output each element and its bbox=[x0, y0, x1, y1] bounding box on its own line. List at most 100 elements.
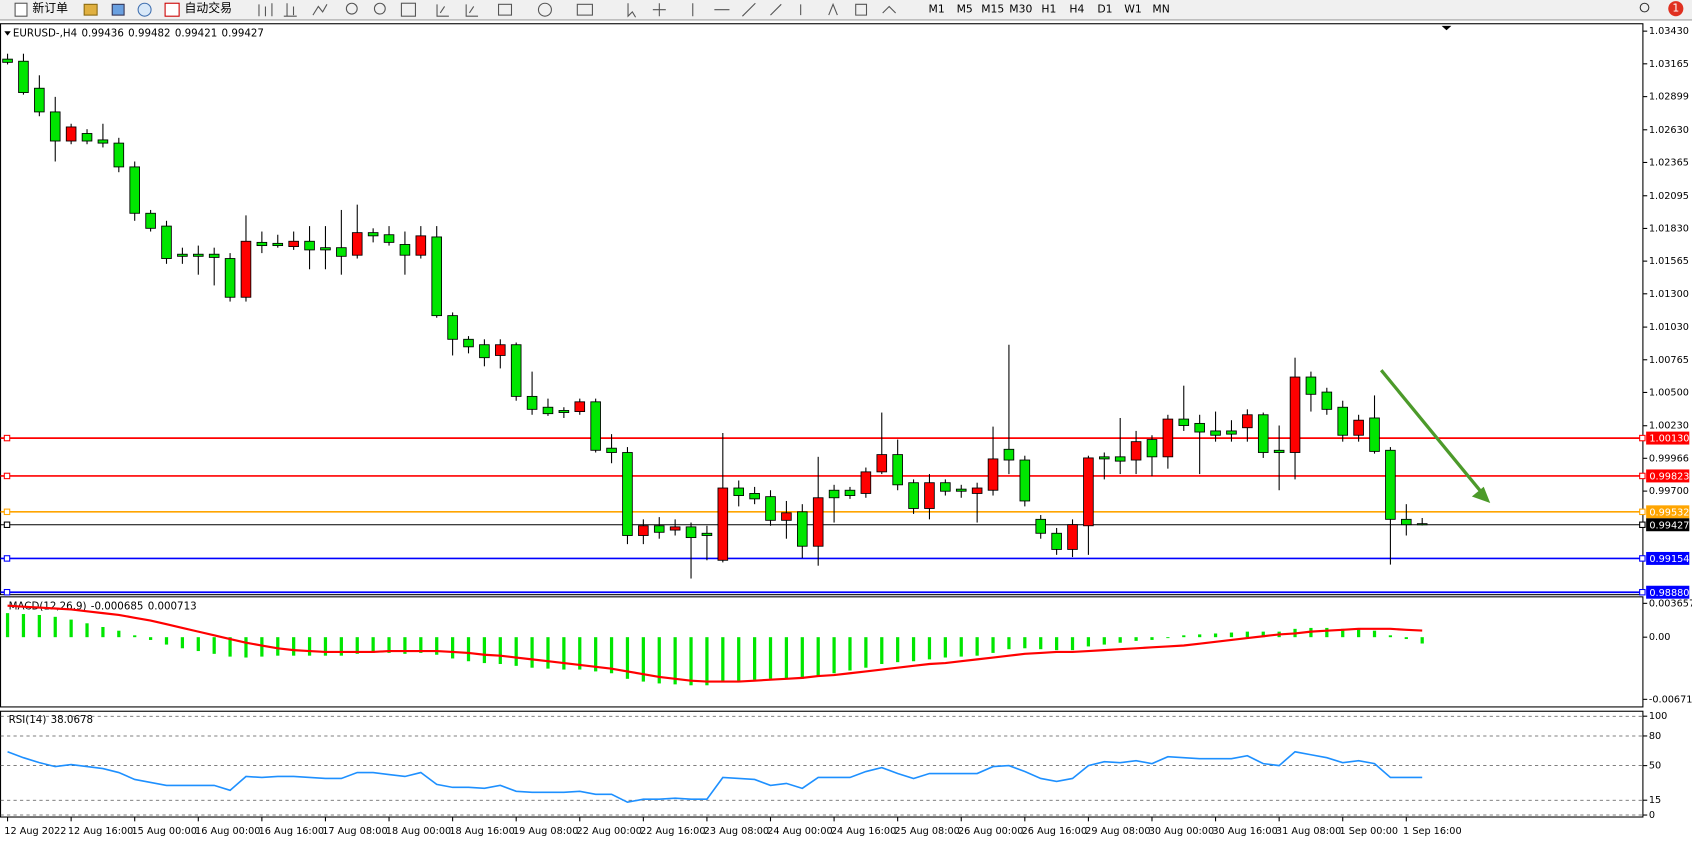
macd-bar bbox=[1213, 633, 1218, 638]
macd-bar bbox=[1007, 637, 1011, 650]
icon[interactable] bbox=[400, 2, 416, 17]
x-tick-label: 12 Aug 2022 bbox=[4, 826, 66, 837]
x-tick-label: 1 Sep 16:00 bbox=[1403, 826, 1462, 837]
x-tick-label: 12 Aug 16:00 bbox=[68, 826, 133, 837]
candle-body bbox=[1130, 441, 1142, 461]
timeframe-button[interactable]: H4 bbox=[1069, 3, 1084, 16]
macd-bar bbox=[212, 637, 216, 654]
icon[interactable] bbox=[83, 3, 98, 16]
y-tick-label: 1.02095 bbox=[1649, 191, 1689, 202]
macd-bar bbox=[752, 637, 757, 680]
level-label: 0.99427 bbox=[1649, 520, 1689, 531]
icon[interactable] bbox=[465, 4, 479, 17]
search-icon[interactable] bbox=[1639, 2, 1650, 13]
arrow-shaft[interactable] bbox=[1379, 369, 1482, 493]
collapse-arrow[interactable] bbox=[4, 31, 11, 36]
x-tick-label: 16 Aug 16:00 bbox=[259, 826, 324, 837]
tool-icons[interactable] bbox=[258, 2, 897, 18]
icon[interactable] bbox=[373, 2, 386, 15]
candle-body bbox=[924, 482, 935, 509]
timeframe-button[interactable]: MN bbox=[1152, 3, 1169, 16]
icon[interactable] bbox=[345, 2, 358, 15]
plots: 1.03430 1.03165 1.02899 1.02630 1.02365 1.020… bbox=[0, 23, 1692, 837]
icon[interactable] bbox=[111, 3, 125, 16]
timeframe-button[interactable]: M5 bbox=[957, 3, 973, 16]
icon[interactable] bbox=[312, 4, 328, 16]
timeframe-button[interactable]: M1 bbox=[929, 3, 945, 16]
new-order-button[interactable]: 新订单 bbox=[32, 1, 68, 15]
y-tick-label: 0.003657 bbox=[1649, 598, 1692, 609]
signal-value: 0.000713 bbox=[148, 601, 197, 613]
macd-bar bbox=[975, 637, 979, 656]
macd-bar bbox=[657, 637, 661, 684]
macd-bar bbox=[959, 637, 963, 657]
x-tick-label: 22 Aug 16:00 bbox=[640, 826, 705, 837]
level-label-box bbox=[1646, 518, 1690, 532]
macd-bar bbox=[1388, 635, 1393, 638]
macd-bar bbox=[911, 637, 916, 662]
candle-body bbox=[1067, 524, 1078, 550]
macd-bar bbox=[705, 637, 709, 686]
candle-body bbox=[510, 344, 522, 397]
macd-bar bbox=[832, 637, 836, 674]
candle-body bbox=[1337, 406, 1349, 436]
icon[interactable] bbox=[652, 3, 666, 17]
macd-bar bbox=[53, 616, 57, 638]
x-tick-label: 18 Aug 00:00 bbox=[386, 826, 451, 837]
new-order-icon[interactable] bbox=[14, 2, 28, 17]
timeframe-button[interactable]: H1 bbox=[1041, 3, 1056, 16]
x-tick-label: 18 Aug 16:00 bbox=[449, 826, 514, 837]
chart-shift-marker[interactable] bbox=[1441, 25, 1452, 31]
level-handle bbox=[1639, 588, 1646, 596]
icon[interactable] bbox=[576, 3, 593, 16]
icon[interactable] bbox=[137, 2, 152, 17]
macd-bar bbox=[927, 637, 932, 660]
arrow-head[interactable] bbox=[1471, 486, 1491, 503]
alert-badge[interactable] bbox=[1668, 1, 1684, 17]
timeframe-button[interactable]: D1 bbox=[1097, 3, 1112, 16]
level-label: 0.99154 bbox=[1649, 554, 1689, 565]
macd-bar bbox=[1023, 637, 1027, 649]
alert-count[interactable]: 1 bbox=[1672, 2, 1679, 15]
level-handle bbox=[1639, 472, 1646, 480]
y-tick-label: 1.01830 bbox=[1649, 223, 1689, 234]
candle-body bbox=[49, 111, 61, 142]
auto-trading-icon[interactable] bbox=[164, 2, 180, 17]
candle-body bbox=[685, 526, 697, 539]
candle-body bbox=[892, 454, 903, 486]
candle-body bbox=[1385, 449, 1396, 520]
candle-body bbox=[161, 225, 172, 259]
icon[interactable] bbox=[436, 4, 449, 17]
icon[interactable] bbox=[497, 3, 513, 16]
macd-bar bbox=[307, 637, 312, 656]
timeframe-button[interactable]: M30 bbox=[1009, 3, 1032, 16]
candle-body bbox=[590, 401, 601, 451]
candle-body bbox=[558, 410, 570, 413]
macd-bar bbox=[292, 637, 296, 656]
level-handle bbox=[1639, 434, 1646, 442]
trend-arrow[interactable] bbox=[1379, 369, 1491, 503]
candle-body bbox=[447, 315, 458, 340]
x-tick-label: 19 Aug 08:00 bbox=[513, 826, 578, 837]
y-tick-label: 80 bbox=[1649, 731, 1661, 742]
timeframe-button[interactable]: M15 bbox=[981, 3, 1004, 16]
candle-body bbox=[1146, 439, 1158, 458]
toolbar: 新订单 自动交易 M1 M5 M15 M30 H1 H4 D1 W1 MN 1 bbox=[0, 0, 1692, 21]
macd-bar bbox=[641, 637, 645, 682]
icon[interactable] bbox=[537, 2, 552, 17]
macd-bar bbox=[387, 637, 391, 653]
candle-body bbox=[208, 253, 220, 258]
macd-bar bbox=[164, 637, 169, 645]
x-tick-label: 26 Aug 00:00 bbox=[958, 826, 1023, 837]
auto-trading-button[interactable]: 自动交易 bbox=[185, 1, 232, 15]
icon[interactable] bbox=[627, 3, 637, 18]
y-tick-label: 1.02630 bbox=[1649, 125, 1689, 136]
macd-bar bbox=[562, 637, 566, 670]
candle-body bbox=[701, 532, 713, 536]
timeframe-button[interactable]: W1 bbox=[1124, 3, 1142, 16]
icon[interactable] bbox=[283, 3, 297, 17]
candle-body bbox=[256, 241, 268, 247]
icon[interactable] bbox=[258, 3, 273, 17]
candle-body bbox=[1051, 532, 1062, 550]
icon[interactable] bbox=[692, 2, 897, 17]
